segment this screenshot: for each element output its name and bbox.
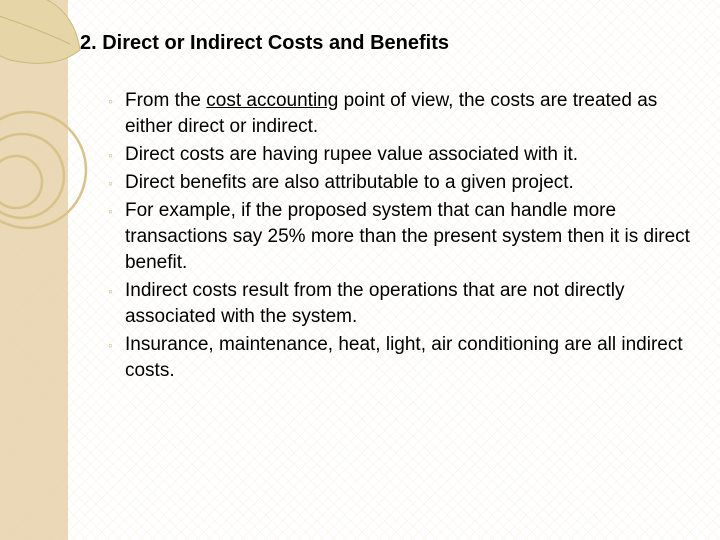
list-item: ◦ From the cost accounting point of view…: [108, 88, 696, 140]
bullet-icon: ◦: [108, 278, 113, 304]
bullet-text: From the cost accounting point of view, …: [125, 88, 696, 140]
content-area: 2. Direct or Indirect Costs and Benefits…: [80, 30, 696, 386]
bullet-text: Direct benefits are also attributable to…: [125, 170, 696, 196]
bullet-icon: ◦: [108, 198, 113, 224]
underlined-text: cost accounting: [206, 90, 338, 111]
bullet-icon: ◦: [108, 170, 113, 196]
text-run: From the: [125, 90, 206, 111]
list-item: ◦ Insurance, maintenance, heat, light, a…: [108, 332, 696, 384]
bullet-text: For example, if the proposed system that…: [125, 198, 696, 276]
list-item: ◦ Indirect costs result from the operati…: [108, 278, 696, 330]
slide-title: 2. Direct or Indirect Costs and Benefits: [80, 30, 696, 56]
bullet-icon: ◦: [108, 332, 113, 358]
list-item: ◦ Direct benefits are also attributable …: [108, 170, 696, 196]
left-color-band: [0, 0, 68, 540]
bullet-list: ◦ From the cost accounting point of view…: [108, 88, 696, 384]
bullet-text: Insurance, maintenance, heat, light, air…: [125, 332, 696, 384]
slide: 2. Direct or Indirect Costs and Benefits…: [0, 0, 720, 540]
list-item: ◦ Direct costs are having rupee value as…: [108, 142, 696, 168]
bullet-icon: ◦: [108, 142, 113, 168]
list-item: ◦ For example, if the proposed system th…: [108, 198, 696, 276]
bullet-text: Direct costs are having rupee value asso…: [125, 142, 696, 168]
bullet-text: Indirect costs result from the operation…: [125, 278, 696, 330]
bullet-icon: ◦: [108, 88, 113, 114]
